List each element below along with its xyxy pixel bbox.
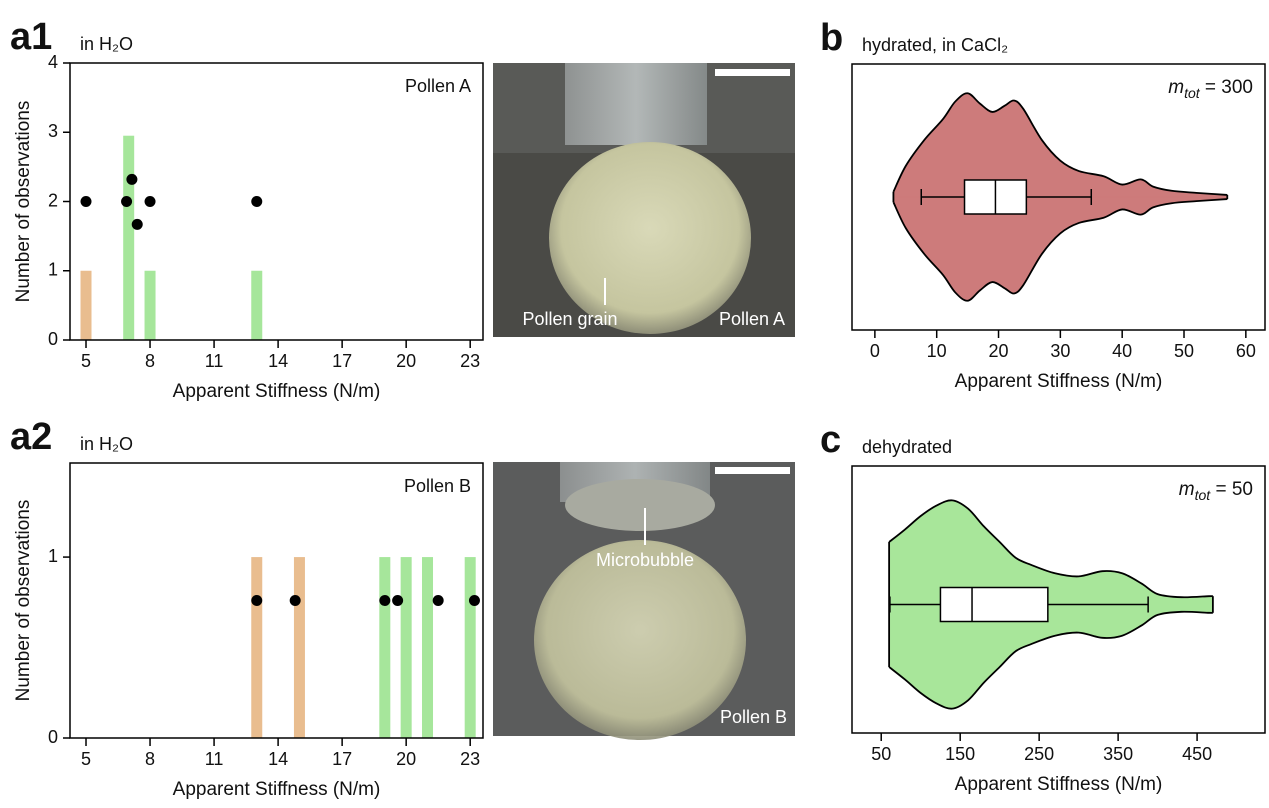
x-tick-label: 17 <box>332 351 352 371</box>
x-tick-label: 11 <box>205 351 224 371</box>
bar <box>123 136 134 340</box>
bar <box>145 271 156 340</box>
point <box>469 595 480 606</box>
bar <box>465 557 476 738</box>
y-tick-label: 0 <box>48 727 58 747</box>
x-tick-label: 10 <box>927 341 947 361</box>
x-tick-label: 40 <box>1112 341 1132 361</box>
annotation: Pollen A <box>405 76 471 96</box>
x-tick-label: 350 <box>1103 744 1133 764</box>
x-tick-label: 250 <box>1024 744 1054 764</box>
bar <box>401 557 412 738</box>
point <box>126 174 137 185</box>
point <box>121 196 132 207</box>
panel-label: c <box>820 419 841 461</box>
violin-fill <box>889 500 1213 604</box>
y-tick-label: 1 <box>48 260 58 280</box>
box <box>940 588 1047 622</box>
point <box>433 595 444 606</box>
violin-fill <box>893 93 1227 197</box>
panel: c dehydrated Apparent Stiffness (N/m) 50 150… <box>820 419 1265 795</box>
y-tick-label: 2 <box>48 190 58 210</box>
panel: a2 in H₂O Apparent Stiffness (N/m) 5 8 11 14 17… <box>10 416 483 800</box>
x-tick-label: 50 <box>871 744 891 764</box>
bar <box>251 557 262 738</box>
x-tick-label: 20 <box>396 749 416 769</box>
panel: b hydrated, in CaCl₂ Apparent Stiffness (N… <box>820 17 1265 392</box>
photo-a1: Pollen grain Pollen A <box>493 63 795 337</box>
image-annotation: Pollen grain <box>522 309 617 329</box>
bar <box>422 557 433 738</box>
annotation-symbol: m <box>1179 479 1195 500</box>
annotation-subscript: tot <box>1195 487 1212 503</box>
panel-label: b <box>820 17 843 59</box>
y-tick-label: 1 <box>48 546 58 566</box>
annotation-text: = 50 <box>1210 479 1253 500</box>
panel-label: a2 <box>10 416 52 458</box>
x-tick-label: 14 <box>268 351 288 371</box>
x-tick-label: 50 <box>1174 341 1194 361</box>
x-tick-label: 30 <box>1050 341 1070 361</box>
point <box>145 196 156 207</box>
bar <box>81 271 92 340</box>
x-axis-label: Apparent Stiffness (N/m) <box>173 381 381 402</box>
panel-label: a1 <box>10 16 52 58</box>
annotation: Pollen B <box>404 476 471 496</box>
x-tick-label: 5 <box>81 749 91 769</box>
y-tick-label: 3 <box>48 121 58 141</box>
subtitle: in H₂O <box>80 34 133 54</box>
y-tick-label: 0 <box>48 329 58 349</box>
y-axis-label: Number of observations <box>13 101 34 303</box>
x-axis-label: Apparent Stiffness (N/m) <box>955 371 1163 392</box>
x-tick-label: 23 <box>460 749 480 769</box>
x-tick-label: 20 <box>989 341 1009 361</box>
x-tick-label: 60 <box>1236 341 1256 361</box>
image-annotation: Pollen A <box>719 309 785 329</box>
point <box>81 196 92 207</box>
point <box>251 196 262 207</box>
x-tick-label: 23 <box>460 351 480 371</box>
subtitle: hydrated, in CaCl₂ <box>862 35 1008 55</box>
x-tick-label: 20 <box>396 351 416 371</box>
point <box>379 595 390 606</box>
x-tick-label: 0 <box>870 341 880 361</box>
figure: Pollen grain Pollen A Microbubble Pollen… <box>0 0 1269 808</box>
annotation-text: = 300 <box>1200 77 1253 98</box>
annotation: mtot = 300 <box>1168 77 1253 101</box>
subtitle: in H₂O <box>80 434 133 454</box>
point <box>392 595 403 606</box>
violin-fill <box>889 605 1213 709</box>
x-tick-label: 150 <box>945 744 975 764</box>
point <box>290 595 301 606</box>
annotation-subscript: tot <box>1184 85 1201 101</box>
bar <box>251 271 262 340</box>
violin-fill <box>893 197 1227 301</box>
image-annotation: Pollen B <box>720 707 787 727</box>
image-annotation: Microbubble <box>596 550 694 570</box>
y-axis-label: Number of observations <box>13 500 34 702</box>
point <box>132 219 143 230</box>
x-tick-label: 450 <box>1182 744 1212 764</box>
x-tick-label: 11 <box>205 749 224 769</box>
photo-a2: Microbubble Pollen B <box>493 462 795 740</box>
x-tick-label: 8 <box>145 351 155 371</box>
x-tick-label: 8 <box>145 749 155 769</box>
y-tick-label: 4 <box>48 52 58 72</box>
bar <box>379 557 390 738</box>
x-tick-label: 5 <box>81 351 91 371</box>
x-axis-label: Apparent Stiffness (N/m) <box>173 779 381 800</box>
point <box>251 595 262 606</box>
x-tick-label: 17 <box>332 749 352 769</box>
annotation-symbol: m <box>1168 77 1184 98</box>
bar <box>294 557 305 738</box>
subtitle: dehydrated <box>862 437 952 457</box>
plot-frame <box>70 463 483 738</box>
x-tick-label: 14 <box>268 749 288 769</box>
annotation: mtot = 50 <box>1179 479 1253 503</box>
x-axis-label: Apparent Stiffness (N/m) <box>955 774 1163 795</box>
